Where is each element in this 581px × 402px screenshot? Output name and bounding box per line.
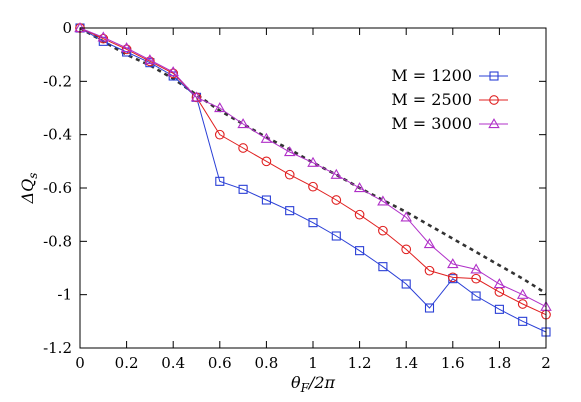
- series-line: [79, 26, 547, 295]
- data-point: [330, 168, 343, 179]
- data-point: [144, 54, 156, 65]
- y-tick-label: -0.8: [43, 232, 72, 250]
- x-tick-label: 0.2: [115, 354, 139, 372]
- x-tick-label: 0.6: [208, 354, 232, 372]
- legend-item: M = 2500: [391, 90, 508, 109]
- data-point: [494, 304, 504, 314]
- legend-label: M = 2500: [391, 90, 472, 109]
- data-point: [215, 176, 225, 186]
- y-tick-label: -1.2: [43, 339, 72, 357]
- series-line: [79, 27, 547, 308]
- legend-item: M = 3000: [391, 114, 508, 133]
- data-point: [377, 195, 389, 206]
- x-axis-title: θF/2π: [291, 373, 336, 395]
- data-point: [516, 288, 529, 299]
- data-point: [120, 42, 133, 53]
- data-point: [518, 316, 528, 326]
- y-axis-title: ΔQs: [18, 173, 40, 205]
- data-point: [378, 225, 388, 236]
- series-line: [79, 27, 547, 333]
- data-point: [238, 184, 248, 194]
- y-tick-label: -0.2: [43, 72, 72, 90]
- data-point: [493, 278, 506, 289]
- y-tick-label: -1: [57, 286, 72, 304]
- data-point: [167, 66, 179, 77]
- legend-label: M = 3000: [391, 114, 472, 133]
- y-tick-label: -0.6: [43, 179, 72, 197]
- x-tick-label: 2: [541, 354, 551, 372]
- data-point: [214, 102, 226, 113]
- data-point: [331, 231, 341, 241]
- data-point: [285, 206, 295, 216]
- data-point: [378, 262, 388, 272]
- data-point: [283, 146, 296, 157]
- data-point: [355, 246, 365, 256]
- x-tick-label: 0.4: [161, 354, 185, 372]
- x-tick-label: 1.8: [487, 354, 511, 372]
- data-point: [97, 31, 110, 42]
- data-point: [307, 156, 319, 167]
- series-triangle: [74, 22, 552, 311]
- x-tick-label: 1: [308, 354, 318, 372]
- data-point: [400, 211, 412, 222]
- series-circle: [75, 23, 551, 320]
- data-point: [214, 129, 225, 140]
- x-tick-label: 1.6: [441, 354, 465, 372]
- data-point: [237, 118, 249, 129]
- legend-marker: [488, 118, 500, 129]
- data-point: [471, 291, 481, 301]
- y-tick-label: -0.4: [43, 126, 72, 144]
- series-square: [75, 23, 551, 337]
- data-point: [168, 68, 179, 79]
- x-tick-label: 0.8: [254, 354, 278, 372]
- series-reference-dashed: [79, 26, 547, 295]
- data-point: [308, 181, 318, 192]
- data-point: [447, 258, 459, 269]
- data-point: [260, 132, 273, 143]
- data-point: [424, 265, 435, 276]
- legend-marker: [489, 71, 499, 81]
- data-point: [401, 244, 412, 255]
- data-point: [471, 273, 481, 284]
- legend-item: M = 1200: [391, 66, 508, 85]
- data-point: [470, 263, 482, 274]
- legend-marker: [489, 95, 499, 105]
- data-point: [145, 56, 155, 67]
- data-point: [517, 299, 528, 309]
- legend: M = 1200 M = 2500 M = 3000: [391, 66, 508, 133]
- data-point: [353, 182, 366, 193]
- data-point: [424, 303, 435, 313]
- data-point: [308, 218, 318, 228]
- data-point: [261, 195, 271, 205]
- x-tick-label: 0: [75, 354, 85, 372]
- y-tick-label: 0: [62, 19, 72, 37]
- data-point: [401, 279, 411, 289]
- data-point: [447, 272, 458, 283]
- series-line: [79, 27, 547, 316]
- data-point: [284, 169, 295, 180]
- data-point: [354, 209, 365, 220]
- legend-label: M = 1200: [391, 66, 472, 85]
- data-point: [98, 33, 109, 44]
- data-point: [423, 238, 436, 249]
- data-point: [190, 91, 203, 102]
- data-point: [331, 195, 342, 205]
- x-tick-label: 1.2: [348, 354, 372, 372]
- data-point: [261, 156, 272, 167]
- data-point: [238, 143, 248, 153]
- x-tick-label: 1.4: [394, 354, 418, 372]
- data-point: [121, 44, 132, 55]
